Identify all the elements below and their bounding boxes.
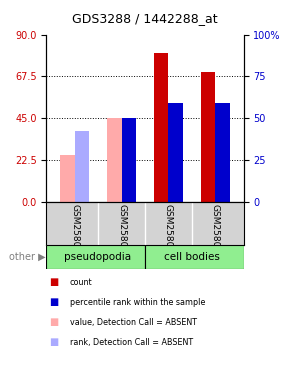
Bar — [75, 131, 89, 202]
Bar — [168, 103, 183, 202]
Bar — [107, 118, 122, 202]
Text: GSM258091: GSM258091 — [164, 204, 173, 259]
Bar — [201, 72, 215, 202]
Text: GSM258090: GSM258090 — [70, 204, 79, 259]
Text: cell bodies: cell bodies — [164, 252, 220, 262]
Text: ■: ■ — [49, 317, 59, 327]
Bar — [46, 245, 145, 269]
Bar — [122, 118, 136, 202]
Text: other ▶: other ▶ — [9, 252, 46, 262]
Text: GDS3288 / 1442288_at: GDS3288 / 1442288_at — [72, 12, 218, 25]
Text: ■: ■ — [49, 277, 59, 287]
Text: ■: ■ — [49, 297, 59, 307]
Text: GSM258092: GSM258092 — [117, 204, 126, 259]
Text: rank, Detection Call = ABSENT: rank, Detection Call = ABSENT — [70, 338, 193, 347]
Text: value, Detection Call = ABSENT: value, Detection Call = ABSENT — [70, 318, 197, 327]
Bar — [61, 156, 75, 202]
Text: pseudopodia: pseudopodia — [64, 252, 132, 262]
Text: ■: ■ — [49, 337, 59, 347]
Bar — [154, 53, 168, 202]
Text: GSM258093: GSM258093 — [211, 204, 220, 259]
Text: percentile rank within the sample: percentile rank within the sample — [70, 298, 205, 307]
Bar — [215, 103, 229, 202]
Text: count: count — [70, 278, 92, 287]
Bar — [145, 245, 244, 269]
